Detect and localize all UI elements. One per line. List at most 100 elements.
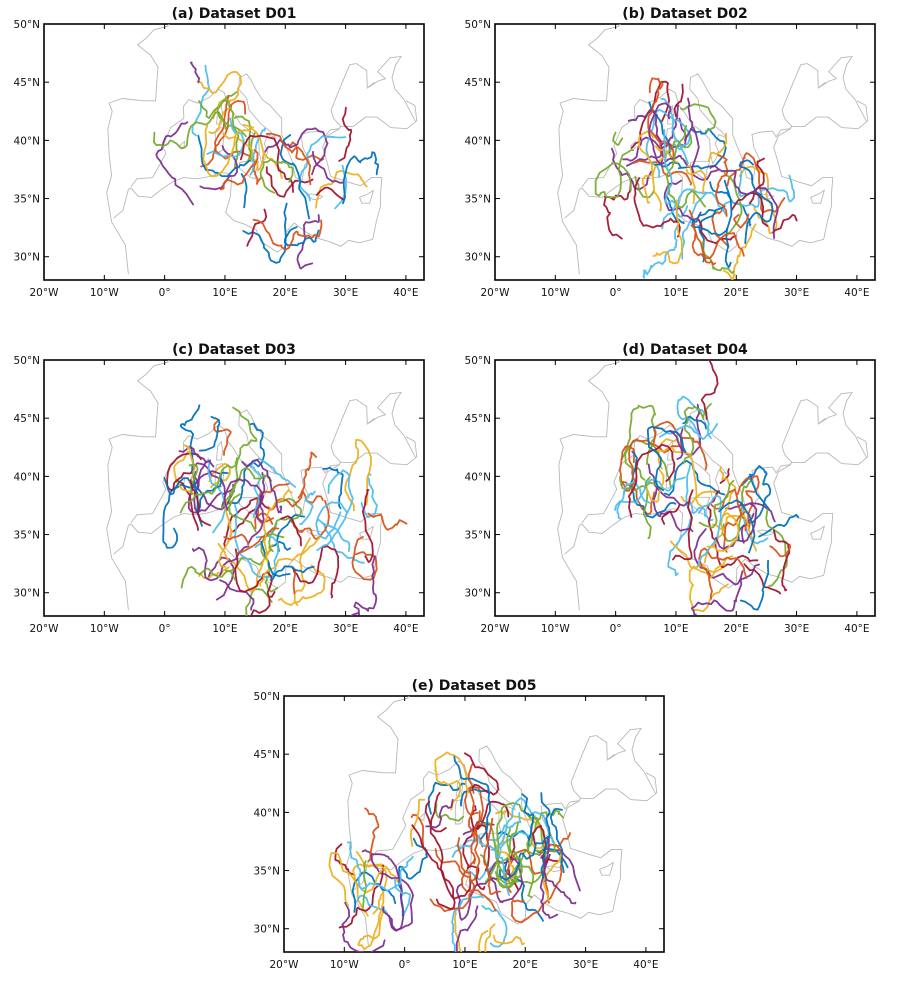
trajectory — [361, 489, 374, 563]
trajectory — [706, 512, 740, 552]
coastline-0 — [557, 360, 621, 611]
panel-title: (b) Dataset D02 — [622, 6, 747, 22]
coastline-10 — [405, 100, 418, 122]
trajectory — [268, 540, 292, 551]
trajectory — [719, 468, 730, 484]
trajectory — [772, 214, 798, 234]
trajectory — [684, 159, 696, 205]
trajectory — [627, 109, 664, 165]
coastline-2 — [564, 464, 834, 589]
trajectory — [250, 457, 297, 519]
trajectory — [647, 77, 664, 155]
trajectory — [494, 850, 523, 889]
x-tick-label: 10°E — [663, 287, 688, 299]
x-tick-label: 40°E — [393, 287, 418, 299]
trajectory — [669, 430, 684, 460]
trajectory — [180, 565, 237, 589]
coastline-1 — [581, 56, 868, 188]
x-tick-label: 40°E — [844, 623, 869, 635]
trajectory — [498, 836, 549, 881]
trajectory — [697, 219, 737, 245]
trajectory — [279, 134, 310, 220]
trajectory — [723, 510, 747, 553]
trajectory — [645, 467, 665, 503]
trajectory — [691, 126, 719, 181]
trajectory — [202, 124, 254, 178]
x-tick-label: 20°E — [513, 959, 538, 971]
x-tick-label: 0° — [159, 287, 171, 299]
coastline-6 — [306, 193, 324, 201]
trajectory — [429, 791, 472, 900]
trajectory — [738, 159, 774, 244]
trajectory — [411, 824, 456, 910]
trajectory — [680, 103, 717, 132]
coastline-0 — [346, 696, 410, 947]
trajectory — [484, 923, 496, 952]
trajectory — [234, 115, 252, 162]
trajectory — [492, 934, 525, 946]
trajectory — [521, 793, 535, 842]
trajectory — [312, 150, 344, 184]
trajectory — [360, 855, 414, 892]
map-svg: 20°W 10°W 0° 10°E 20°E 30°E 40°E 30°N 35°N 40°N 45… — [14, 342, 425, 635]
trajectory — [685, 168, 707, 194]
trajectory — [483, 817, 501, 895]
trajectory — [700, 360, 719, 420]
coastline-7 — [359, 189, 375, 204]
trajectory — [707, 132, 728, 162]
coastline-10 — [645, 772, 658, 794]
trajectory — [456, 810, 481, 883]
trajectory — [704, 466, 737, 564]
trajectory — [351, 871, 397, 913]
trajectory — [660, 446, 703, 508]
coastline-9 — [367, 417, 375, 425]
trajectory — [283, 226, 320, 247]
trajectory — [628, 443, 676, 518]
trajectory — [316, 469, 354, 552]
trajectory — [291, 566, 297, 595]
trajectory — [367, 512, 408, 531]
x-tick-label: 30°E — [784, 623, 809, 635]
trajectory — [455, 875, 504, 921]
trajectory — [661, 503, 681, 525]
trajectory — [356, 894, 389, 916]
x-tick-label: 0° — [399, 959, 411, 971]
trajectory — [267, 451, 317, 511]
trajectory — [206, 117, 245, 158]
x-tick-label: 20°E — [724, 623, 749, 635]
trajectory — [252, 218, 323, 251]
trajectory — [191, 64, 211, 137]
x-tick-label: 20°E — [273, 623, 298, 635]
trajectory — [709, 165, 779, 239]
trajectory — [743, 563, 782, 595]
x-tick-label: 20°W — [270, 959, 300, 971]
trajectory — [346, 841, 363, 891]
trajectory — [259, 158, 294, 194]
trajectory — [453, 755, 491, 840]
trajectory — [455, 905, 479, 952]
trajectory — [342, 151, 379, 205]
x-tick-label: 10°W — [541, 623, 571, 635]
trajectory — [707, 490, 759, 569]
x-tick-label: 20°W — [30, 623, 60, 635]
x-tick-label: 10°E — [212, 623, 237, 635]
trajectory — [466, 865, 486, 891]
trajectory — [322, 466, 344, 510]
trajectory — [467, 763, 475, 794]
y-tick-label: 35°N — [254, 866, 280, 878]
trajectory — [542, 854, 562, 902]
trajectory — [748, 473, 770, 510]
y-tick-label: 45°N — [254, 749, 280, 761]
coastline-9 — [818, 417, 826, 425]
x-tick-label: 10°E — [663, 623, 688, 635]
trajectory — [620, 404, 657, 465]
trajectory — [758, 513, 800, 538]
y-tick-label: 30°N — [465, 252, 491, 264]
trajectory — [722, 223, 757, 280]
trajectory — [652, 199, 683, 265]
trajectory — [664, 460, 726, 496]
map-panel-d05: 20°W 10°W 0° 10°E 20°E 30°E 40°E 30°N 35°N 40°N 45… — [240, 672, 670, 982]
trajectory — [642, 222, 680, 279]
trajectory — [362, 860, 368, 908]
trajectory — [338, 864, 384, 929]
